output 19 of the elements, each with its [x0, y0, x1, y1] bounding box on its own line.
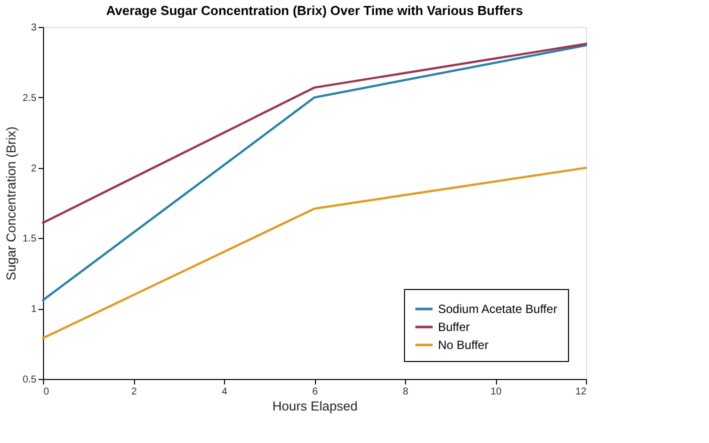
y-tick-label: 2.5 — [22, 92, 37, 104]
y-tick-label: 1 — [30, 304, 37, 316]
x-tick-label: 2 — [131, 386, 138, 398]
chart-title: Average Sugar Concentration (Brix) Over Time with Various Buffers — [106, 3, 523, 18]
x-tick-label: 0 — [44, 386, 50, 398]
y-tick-label: 3 — [30, 22, 37, 34]
x-tick-label: 4 — [222, 386, 228, 398]
y-axis-title: Sugar Concentration (Brix) — [4, 126, 19, 280]
y-tick-label: 1.5 — [22, 234, 37, 245]
x-tick-label: 6 — [312, 386, 318, 398]
y-tick-label: 0.5 — [22, 374, 37, 386]
x-tick-label: 12 — [575, 386, 587, 398]
legend-label: No Buffer — [438, 338, 488, 352]
x-axis-title: Hours Elapsed — [272, 398, 358, 414]
x-tick-label: 8 — [402, 386, 409, 398]
x-tick-label: 10 — [490, 386, 502, 398]
legend-label: Buffer — [438, 320, 470, 334]
legend-label: Sodium Acetate Buffer — [438, 302, 558, 316]
y-tick-label: 2 — [30, 163, 37, 174]
